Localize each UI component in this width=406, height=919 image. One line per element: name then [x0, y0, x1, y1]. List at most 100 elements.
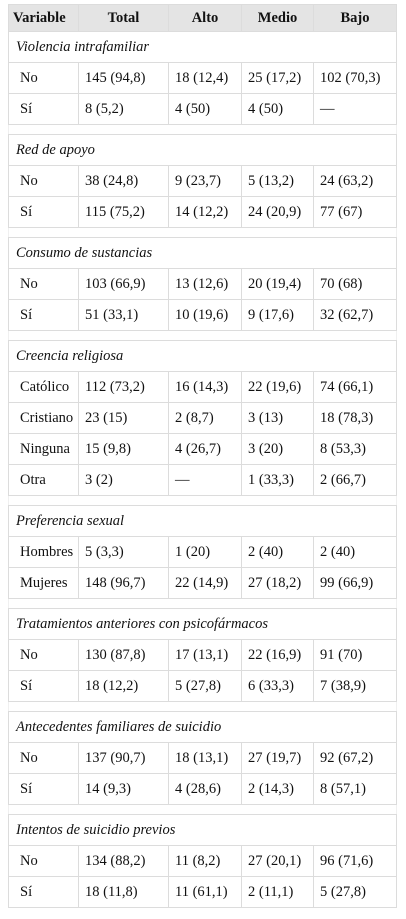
- data-cell: 7 (38,9): [313, 670, 397, 702]
- data-cell: 24 (20,9): [241, 196, 314, 228]
- section-row: Red de apoyo: [8, 134, 397, 166]
- data-cell: 17 (13,1): [168, 639, 242, 671]
- spacer-cell: [8, 598, 397, 609]
- data-cell: 99 (66,9): [313, 567, 397, 599]
- spacer-row: [8, 701, 397, 712]
- row-label: No: [8, 62, 79, 94]
- data-row: Otra 3 (2) —1 (33,3) 2 (66,7): [8, 464, 397, 496]
- spacer-cell: [8, 330, 397, 341]
- data-cell: 115 (75,2): [78, 196, 169, 228]
- section-row: Intentos de suicidio previos: [8, 814, 397, 846]
- data-cell: 32 (62,7): [313, 299, 397, 331]
- data-cell: 2 (40): [241, 536, 314, 568]
- data-row: Ninguna 15 (9,8) 4 (26,7) 3 (20) 8 (53,3): [8, 433, 397, 465]
- data-cell: 5 (27,8): [313, 876, 397, 908]
- data-cell: 24 (63,2): [313, 165, 397, 197]
- data-cell: 4 (26,7): [168, 433, 242, 465]
- data-row: Sí 8 (5,2) 4 (50) 4 (50) —: [8, 93, 397, 125]
- data-cell: 77 (67): [313, 196, 397, 228]
- data-cell: 15 (9,8): [78, 433, 169, 465]
- section-row: Preferencia sexual: [8, 505, 397, 537]
- data-cell: 91 (70): [313, 639, 397, 671]
- data-cell: 148 (96,7): [78, 567, 169, 599]
- data-cell: 8 (53,3): [313, 433, 397, 465]
- data-cell: 8 (57,1): [313, 773, 397, 805]
- data-row: Hombres 5 (3,3) 1 (20) 2 (40) 2 (40): [8, 536, 397, 568]
- row-label: No: [8, 742, 79, 774]
- data-cell: 10 (19,6): [168, 299, 242, 331]
- spacer-cell: [8, 124, 397, 135]
- header-cell: Bajo: [313, 4, 397, 32]
- data-cell: 4 (28,6): [168, 773, 242, 805]
- data-cell: 2 (40): [313, 536, 397, 568]
- data-cell: 23 (15): [78, 402, 169, 434]
- data-cell: 18 (78,3): [313, 402, 397, 434]
- section-row: Tratamientos anteriores con psicofármaco…: [8, 608, 397, 640]
- data-row: No 134 (88,2) 11 (8,2) 27 (20,1) 96 (71,6): [8, 845, 397, 877]
- data-cell: 2 (8,7): [168, 402, 242, 434]
- data-cell: 18 (12,4): [168, 62, 242, 94]
- section-row: Creencia religiosa: [8, 340, 397, 372]
- data-cell: 3 (20): [241, 433, 314, 465]
- section-title: Consumo de sustancias: [8, 237, 397, 269]
- header-cell: Alto: [168, 4, 242, 32]
- row-label: Sí: [8, 876, 79, 908]
- data-row: Sí 18 (12,2) 5 (27,8) 6 (33,3) 7 (38,9): [8, 670, 397, 702]
- data-cell: 2 (11,1): [241, 876, 314, 908]
- data-cell: 22 (16,9): [241, 639, 314, 671]
- data-cell: 9 (17,6): [241, 299, 314, 331]
- data-cell: 22 (14,9): [168, 567, 242, 599]
- row-label: Sí: [8, 299, 79, 331]
- spacer-row: [8, 495, 397, 506]
- header-cell: Variable: [8, 4, 79, 32]
- data-cell: 3 (2): [78, 464, 169, 496]
- table-body: Violencia intrafamiliar No 145 (94,8) 18 (1…: [8, 31, 397, 908]
- row-label: Hombres: [8, 536, 79, 568]
- data-cell: 2 (66,7): [313, 464, 397, 496]
- data-cell: 9 (23,7): [168, 165, 242, 197]
- header-cell: Total: [78, 4, 169, 32]
- data-cell: 4 (50): [241, 93, 314, 125]
- spacer-row: [8, 804, 397, 815]
- data-cell: 92 (67,2): [313, 742, 397, 774]
- data-cell: 1 (20): [168, 536, 242, 568]
- data-cell: 134 (88,2): [78, 845, 169, 877]
- data-row: Católico 112 (73,2) 16 (14,3) 22 (19,6) 74 (…: [8, 371, 397, 403]
- spacer-cell: [8, 227, 397, 238]
- row-label: Sí: [8, 670, 79, 702]
- row-label: Sí: [8, 773, 79, 805]
- header-row: Variable Total Alto Medio Bajo: [8, 4, 397, 32]
- data-cell: 137 (90,7): [78, 742, 169, 774]
- data-row: No 145 (94,8) 18 (12,4) 25 (17,2) 102 (70,3): [8, 62, 397, 94]
- header-cell: Medio: [241, 4, 314, 32]
- data-cell: 51 (33,1): [78, 299, 169, 331]
- data-row: Sí 51 (33,1) 10 (19,6) 9 (17,6) 32 (62,7): [8, 299, 397, 331]
- section-row: Consumo de sustancias: [8, 237, 397, 269]
- data-cell: 70 (68): [313, 268, 397, 300]
- spacer-cell: [8, 495, 397, 506]
- data-cell: 103 (66,9): [78, 268, 169, 300]
- data-cell: 74 (66,1): [313, 371, 397, 403]
- data-cell: 145 (94,8): [78, 62, 169, 94]
- spacer-row: [8, 124, 397, 135]
- data-cell: 102 (70,3): [313, 62, 397, 94]
- row-label: No: [8, 845, 79, 877]
- spacer-cell: [8, 701, 397, 712]
- data-cell: 2 (14,3): [241, 773, 314, 805]
- data-cell: 25 (17,2): [241, 62, 314, 94]
- data-cell: 18 (12,2): [78, 670, 169, 702]
- data-cell: 27 (18,2): [241, 567, 314, 599]
- data-cell: —: [313, 93, 397, 125]
- data-row: No 103 (66,9) 13 (12,6) 20 (19,4) 70 (68): [8, 268, 397, 300]
- row-label: No: [8, 639, 79, 671]
- data-cell: 4 (50): [168, 93, 242, 125]
- section-title: Creencia religiosa: [8, 340, 397, 372]
- data-cell: 22 (19,6): [241, 371, 314, 403]
- spacer-row: [8, 227, 397, 238]
- data-cell: 13 (12,6): [168, 268, 242, 300]
- section-title: Tratamientos anteriores con psicofármaco…: [8, 608, 397, 640]
- data-cell: 18 (13,1): [168, 742, 242, 774]
- data-cell: 16 (14,3): [168, 371, 242, 403]
- data-row: Cristiano 23 (15) 2 (8,7) 3 (13) 18 (78,3): [8, 402, 397, 434]
